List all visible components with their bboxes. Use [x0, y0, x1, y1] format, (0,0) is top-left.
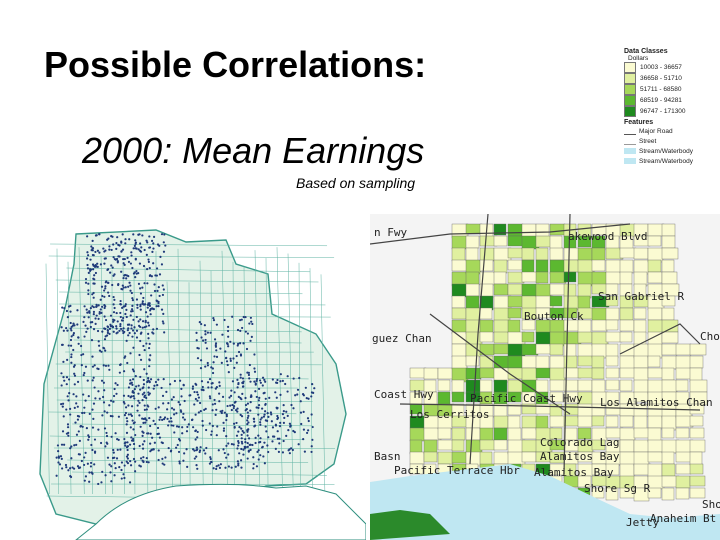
legend-feature-label: Major Road — [639, 127, 673, 135]
coastline — [75, 483, 366, 540]
slide-title: Possible Correlations: — [44, 44, 427, 85]
sampling-note: Based on sampling — [296, 175, 416, 191]
map-place-label: Alamitos Bay — [540, 450, 620, 463]
legend-swatch — [624, 95, 636, 106]
map-place-label: Pacific Coast Hwy — [470, 392, 583, 405]
map-place-label: akewood Blvd — [568, 230, 648, 243]
legend-swatch — [624, 62, 636, 73]
ocean — [370, 464, 720, 540]
legend-class-label: 36658 - 51710 — [640, 75, 682, 82]
street-lines — [45, 243, 336, 500]
sample-point-cluster — [55, 232, 316, 486]
map-place-label: Los Cerritos — [410, 408, 490, 421]
legend-class-row: 68519 - 94281 — [624, 95, 720, 106]
map-place-label: Coast Hwy — [374, 388, 434, 401]
map-place-label: Colorado Lag — [540, 436, 620, 449]
map-place-label: San Gabriel R — [598, 290, 685, 303]
slide-subtitle: 2000: Mean Earnings — [82, 130, 425, 171]
map-place-label: Sho — [702, 498, 720, 511]
map-place-label: Cho — [700, 330, 720, 343]
map-place-label: Alamitos Bay — [534, 466, 614, 479]
legend-heading: Data Classes — [624, 48, 668, 55]
legend-feature-row: Street — [624, 136, 720, 146]
map-place-label: Anaheim Bt — [650, 512, 717, 525]
legend-feature-label: Street — [639, 137, 657, 145]
legend-feature-symbol — [624, 128, 636, 135]
map-place-label: guez Chan — [372, 332, 432, 345]
map-place-label: Bouton Ck — [524, 310, 584, 323]
legend-classes: 10003 - 36657 36658 - 51710 51711 - 68580 6… — [624, 62, 720, 117]
mean-earnings-choropleth — [370, 214, 720, 540]
legend-feature-label: Stream/Waterbody — [639, 157, 693, 165]
map-place-label: Jetty — [626, 516, 660, 529]
harbor-landfill — [370, 510, 450, 540]
city-street-grid — [39, 229, 347, 531]
map-place-label: Basn — [374, 450, 401, 463]
legend-features-heading: Features — [624, 119, 654, 126]
major-roads — [370, 214, 701, 475]
legend-feature-row: Stream/Waterbody — [624, 156, 720, 166]
legend-features: Major Road Street Stream/Waterbody Stream/W… — [624, 126, 720, 166]
sampling-points-map — [39, 229, 366, 540]
legend-unit: Dollars — [628, 55, 649, 62]
map-legend: Data Classes Dollars 10003 - 36657 36658 … — [624, 48, 720, 188]
legend-swatch — [624, 73, 636, 84]
legend-feature-row: Stream/Waterbody — [624, 146, 720, 156]
legend-feature-symbol — [624, 138, 636, 145]
legend-class-label: 68519 - 94281 — [640, 97, 682, 104]
legend-feature-symbol — [624, 148, 636, 154]
legend-class-row: 10003 - 36657 — [624, 62, 720, 73]
legend-swatch — [624, 106, 636, 117]
map-place-label: Pacific Terrace Hbr — [394, 464, 520, 477]
legend-class-label: 96747 - 171300 — [640, 108, 686, 115]
legend-feature-row: Major Road — [624, 126, 720, 136]
legend-class-row: 51711 - 68580 — [624, 84, 720, 95]
legend-class-row: 96747 - 171300 — [624, 106, 720, 117]
legend-class-row: 36658 - 51710 — [624, 73, 720, 84]
legend-class-label: 51711 - 68580 — [640, 86, 682, 93]
map-place-label: Los Alamitos Chan — [600, 396, 713, 409]
map-place-label: Shore Sg R — [584, 482, 651, 495]
legend-feature-label: Stream/Waterbody — [639, 147, 693, 155]
map-place-label: n Fwy — [374, 226, 408, 239]
legend-feature-symbol — [624, 158, 636, 164]
legend-swatch — [624, 84, 636, 95]
legend-class-label: 10003 - 36657 — [640, 64, 682, 71]
